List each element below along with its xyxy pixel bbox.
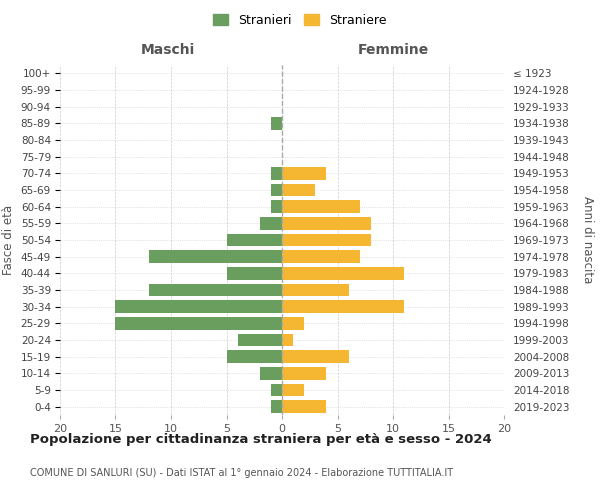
Bar xyxy=(282,367,326,380)
Bar xyxy=(282,350,349,363)
Bar xyxy=(282,334,293,346)
Bar xyxy=(115,317,282,330)
Bar xyxy=(282,250,360,263)
Bar xyxy=(260,367,282,380)
Bar xyxy=(227,350,282,363)
Bar xyxy=(238,334,282,346)
Bar xyxy=(271,117,282,130)
Text: COMUNE DI SANLURI (SU) - Dati ISTAT al 1° gennaio 2024 - Elaborazione TUTTITALIA: COMUNE DI SANLURI (SU) - Dati ISTAT al 1… xyxy=(30,468,453,477)
Bar xyxy=(271,167,282,179)
Bar xyxy=(260,217,282,230)
Bar xyxy=(282,200,360,213)
Bar xyxy=(282,267,404,280)
Bar xyxy=(227,267,282,280)
Bar xyxy=(271,200,282,213)
Bar xyxy=(282,184,316,196)
Bar xyxy=(282,317,304,330)
Bar xyxy=(271,400,282,413)
Bar xyxy=(149,250,282,263)
Bar xyxy=(282,384,304,396)
Bar xyxy=(282,400,326,413)
Y-axis label: Fasce di età: Fasce di età xyxy=(2,205,15,275)
Text: Anni di nascita: Anni di nascita xyxy=(581,196,594,284)
Bar xyxy=(282,217,371,230)
Text: Popolazione per cittadinanza straniera per età e sesso - 2024: Popolazione per cittadinanza straniera p… xyxy=(30,432,492,446)
Bar xyxy=(271,184,282,196)
Text: Maschi: Maschi xyxy=(141,44,195,58)
Bar xyxy=(282,300,404,313)
Bar xyxy=(115,300,282,313)
Legend: Stranieri, Straniere: Stranieri, Straniere xyxy=(208,8,392,32)
Bar xyxy=(227,234,282,246)
Bar xyxy=(282,167,326,179)
Bar xyxy=(282,234,371,246)
Bar xyxy=(282,284,349,296)
Bar xyxy=(271,384,282,396)
Bar xyxy=(149,284,282,296)
Text: Femmine: Femmine xyxy=(358,44,428,58)
